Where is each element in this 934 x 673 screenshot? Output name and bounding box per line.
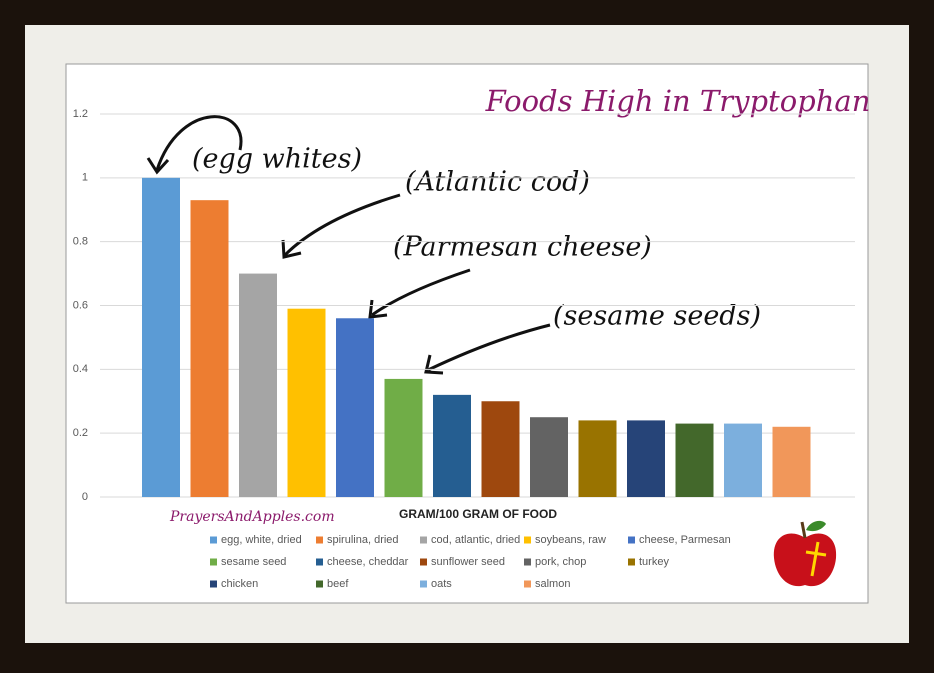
arrow	[283, 193, 401, 257]
x-axis-label: GRAM/100 GRAM OF FOOD	[399, 507, 557, 521]
bar	[190, 200, 229, 498]
apple-leaf	[806, 520, 826, 532]
legend-swatch	[524, 536, 531, 544]
arrow-head	[281, 239, 302, 259]
legend-swatch	[316, 580, 323, 588]
bar	[239, 273, 277, 497]
apple	[773, 533, 837, 587]
legend-swatch	[524, 558, 531, 566]
annotation: (egg whites)	[192, 144, 362, 175]
bar	[287, 308, 326, 497]
chart-title: Foods High in Tryptophan	[485, 84, 871, 118]
apple-stem	[800, 521, 807, 539]
y-tick-label: 0.6	[73, 299, 88, 311]
legend-swatch	[420, 580, 427, 588]
y-tick-label: 0.8	[73, 236, 88, 248]
legend-label: salmon	[535, 578, 570, 590]
legend-swatch	[210, 558, 217, 566]
legend-swatch	[628, 558, 635, 566]
legend-label: spirulina, dried	[327, 534, 399, 546]
annotation: (Atlantic cod)	[405, 167, 590, 198]
apple-cross	[805, 541, 827, 577]
legend-label: sesame seed	[221, 556, 286, 568]
legend-label: cod, atlantic, dried	[431, 534, 520, 546]
legend-label: turkey	[639, 556, 669, 568]
arrow-head	[146, 157, 170, 175]
legend-swatch	[210, 580, 217, 588]
bar	[724, 423, 762, 497]
legend-label: oats	[431, 578, 452, 590]
arrows	[146, 115, 551, 375]
legend-swatch	[628, 536, 635, 544]
legend-label: sunflower seed	[431, 556, 505, 568]
arrow	[155, 115, 243, 171]
bar	[530, 417, 568, 497]
arrow-head	[424, 354, 444, 375]
legend-label: chicken	[221, 578, 258, 590]
legend-swatch	[524, 580, 531, 588]
legend-swatch	[316, 558, 323, 566]
legend-label: pork, chop	[535, 556, 586, 568]
legend-label: beef	[327, 578, 349, 590]
legend-swatch	[316, 536, 323, 544]
bar	[384, 378, 423, 497]
bar	[627, 420, 665, 497]
legend-swatch	[210, 536, 217, 544]
y-tick-label: 0.4	[73, 363, 88, 375]
legend-label: cheese, Parmesan	[639, 534, 731, 546]
legend-label: cheese, cheddar	[327, 556, 409, 568]
y-tick-label: 1	[82, 172, 88, 184]
legend-swatch	[420, 558, 427, 566]
bar	[675, 423, 714, 497]
bar	[336, 318, 374, 497]
apple-icon	[773, 520, 837, 587]
bar	[481, 401, 520, 497]
bar	[772, 426, 811, 497]
legend-swatch	[420, 536, 427, 544]
bar	[578, 420, 617, 497]
arrow	[427, 323, 551, 372]
y-tick-label: 0.2	[73, 427, 88, 439]
bar	[142, 177, 180, 498]
legend-label: egg, white, dried	[221, 534, 302, 546]
arrow	[371, 268, 471, 317]
legend-label: soybeans, raw	[535, 534, 606, 546]
bar	[433, 394, 471, 497]
y-tick-label: 1.2	[73, 108, 88, 120]
annotation: (Parmesan cheese)	[393, 232, 652, 263]
watermark: PrayersAndApples.com	[169, 509, 335, 525]
y-tick-label: 0	[82, 491, 88, 503]
